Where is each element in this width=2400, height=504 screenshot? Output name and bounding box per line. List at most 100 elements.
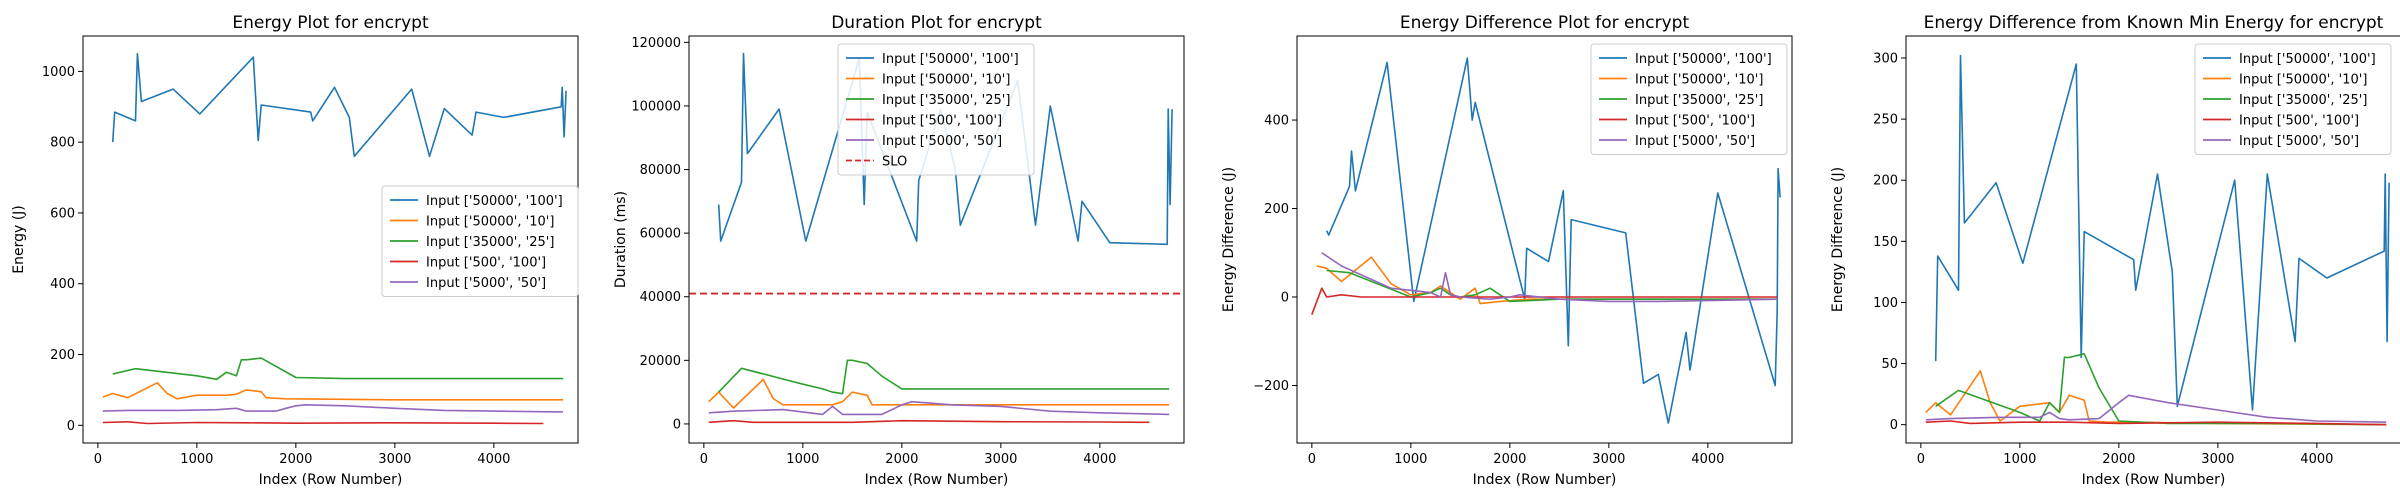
panel-4-legend-label-4: Input ['500', '100'] — [2239, 114, 2359, 129]
panel-4-legend-box — [2194, 43, 2392, 155]
panel-4-ytick-label-1: 50 — [1881, 357, 1898, 372]
panel-4-legend-label-2: Input ['50000', '10'] — [2239, 73, 2367, 88]
panel-1-series-line-3 — [112, 357, 564, 381]
panel-2-ytick-label-4: 80000 — [640, 163, 681, 178]
panel-3-legend-label-4: Input ['500', '100'] — [1635, 114, 1755, 129]
panel-1-ytick-label-1: 200 — [50, 348, 75, 363]
panel-3-legend-label-5: Input ['5000', '50'] — [1635, 134, 1755, 149]
panel-4-ytick-label-4: 200 — [1873, 174, 1898, 189]
panel-2-ylabel: Duration (ms) — [613, 191, 629, 288]
panel-3-ytick-label-3: 400 — [1264, 114, 1289, 129]
panel-1-series-line-5 — [102, 403, 564, 413]
panel-4-xtick-label-2: 2000 — [2102, 452, 2135, 467]
panel-2-series-line-3 — [718, 359, 1170, 395]
panel-3-legend-label-2: Input ['50000', '10'] — [1635, 73, 1763, 88]
panel-4-axes-frame — [1905, 35, 2400, 444]
panel-1-ylabel: Energy (J) — [11, 205, 27, 274]
panel-4-ylabel: Energy Difference (J) — [1830, 167, 1846, 312]
panel-2-xtick-label-4: 4000 — [1083, 452, 1116, 467]
panel-2-series-line-2 — [708, 378, 1170, 409]
panel-4-ytick-label-0: 0 — [1890, 418, 1898, 433]
panel-2-ytick-label-3: 60000 — [640, 227, 681, 242]
panel-3-ytick-label-2: 200 — [1264, 202, 1289, 217]
panel-3-xlabel: Index (Row Number) — [1473, 472, 1617, 488]
panel-3-legend-label-3: Input ['35000', '25'] — [1635, 93, 1763, 108]
panel-3-ytick-label-1: 0 — [1281, 291, 1289, 306]
panel-2-xtick-label-3: 3000 — [984, 452, 1017, 467]
panel-2-legend-box — [837, 43, 1035, 176]
panel-3-series-line-4 — [1311, 287, 1778, 315]
panel-2: Duration Plot for encrypt 0 1000 2000 3000 40… — [613, 13, 1185, 488]
panel-2-legend-label-2: Input ['50000', '10'] — [882, 73, 1010, 88]
panel-4-xtick-label-4: 4000 — [2300, 452, 2333, 467]
panel-1-legend-box — [381, 185, 579, 297]
panel-2-series-line-5 — [708, 400, 1170, 416]
panel-2-legend: Input ['50000', '100'] Input ['50000', '1… — [837, 43, 1035, 176]
panel-4: Energy Difference from Known Min Energy … — [1830, 13, 2400, 488]
panel-4-title: Energy Difference from Known Min Energy … — [1924, 13, 2384, 33]
panel-4-ytick-label-5: 250 — [1873, 113, 1898, 128]
panel-3-title: Energy Difference Plot for encrypt — [1400, 13, 1690, 33]
panel-3-xtick-label-0: 0 — [1308, 452, 1316, 467]
panel-3-legend-label-1: Input ['50000', '100'] — [1635, 52, 1772, 67]
panel-1-ytick-label-5: 1000 — [42, 65, 75, 80]
panel-2-xlabel: Index (Row Number) — [865, 472, 1009, 488]
panel-1-xtick-label-3: 3000 — [378, 452, 411, 467]
panel-3-series-line-5 — [1321, 252, 1778, 303]
panel-3-series-line-1 — [1325, 57, 1781, 424]
panel-2-ytick-label-2: 40000 — [640, 290, 681, 305]
panel-4-xtick-label-3: 3000 — [2201, 452, 2234, 467]
panel-2-title: Duration Plot for encrypt — [831, 13, 1042, 33]
panel-2-legend-label-5: Input ['5000', '50'] — [882, 134, 1002, 149]
panel-3-series-line-2 — [1316, 256, 1778, 305]
panel-3-axes-frame — [1296, 35, 1793, 444]
panel-1-xtick-label-0: 0 — [94, 452, 102, 467]
panel-1-legend-label-3: Input ['35000', '25'] — [426, 235, 554, 250]
panel-3-ytick-label-0: −200 — [1253, 379, 1289, 394]
panel-1-series-line-4 — [102, 420, 544, 425]
panel-3-legend-box — [1590, 43, 1788, 155]
panel-1-ytick-label-3: 600 — [50, 206, 75, 221]
panel-2-ytick-label-6: 120000 — [631, 36, 681, 51]
panel-4-series-line-2 — [1925, 370, 2387, 426]
panel-4-xlabel: Index (Row Number) — [2082, 472, 2226, 488]
panel-3-xtick-label-4: 4000 — [1691, 452, 1724, 467]
panel-1-series-line-2 — [102, 381, 564, 401]
panel-1-legend-label-2: Input ['50000', '10'] — [426, 215, 554, 230]
panel-1-xtick-label-4: 4000 — [477, 452, 510, 467]
panel-4-series-line-1 — [1934, 54, 2390, 411]
panel-1-ytick-label-0: 0 — [67, 419, 75, 434]
panel-2-ytick-label-1: 20000 — [640, 354, 681, 369]
panel-4-legend: Input ['50000', '100'] Input ['50000', '1… — [2194, 43, 2392, 155]
panel-2-xtick-label-0: 0 — [700, 452, 708, 467]
panel-4-legend-label-1: Input ['50000', '100'] — [2239, 52, 2376, 67]
panel-2-ytick-label-5: 100000 — [631, 99, 681, 114]
panel-4-legend-label-3: Input ['35000', '25'] — [2239, 93, 2367, 108]
panel-3-xtick-label-2: 2000 — [1493, 452, 1526, 467]
panel-4-xtick-label-0: 0 — [1917, 452, 1925, 467]
panel-1-title: Energy Plot for encrypt — [232, 13, 429, 33]
panel-3-xtick-label-1: 1000 — [1394, 452, 1427, 467]
panel-4-ytick-label-6: 300 — [1873, 52, 1898, 67]
panel-2-xtick-label-1: 1000 — [786, 452, 819, 467]
panel-3: Energy Difference Plot for encrypt 0 1000 2… — [1221, 13, 1793, 488]
panel-4-legend-label-5: Input ['5000', '50'] — [2239, 134, 2359, 149]
panel-2-legend-label-6: SLO — [882, 155, 907, 170]
panel-2-ytick-label-0: 0 — [673, 417, 681, 432]
panel-4-series-line-3 — [1935, 352, 2387, 426]
panel-1-xtick-label-2: 2000 — [279, 452, 312, 467]
panel-2-axes-frame — [688, 35, 1185, 444]
panel-3-xtick-label-3: 3000 — [1592, 452, 1625, 467]
panel-2-legend-label-3: Input ['35000', '25'] — [882, 93, 1010, 108]
panel-2-legend-label-1: Input ['50000', '100'] — [882, 52, 1019, 67]
panel-1-series-line-1 — [111, 52, 567, 158]
panel-1-ytick-label-2: 400 — [50, 277, 75, 292]
panel-2-legend-label-4: Input ['500', '100'] — [882, 114, 1002, 129]
panel-1-xtick-label-1: 1000 — [180, 452, 213, 467]
panel-1-legend-label-1: Input ['50000', '100'] — [426, 194, 563, 209]
panel-4-ytick-label-3: 150 — [1873, 235, 1898, 250]
panel-1-ytick-label-4: 800 — [50, 136, 75, 151]
